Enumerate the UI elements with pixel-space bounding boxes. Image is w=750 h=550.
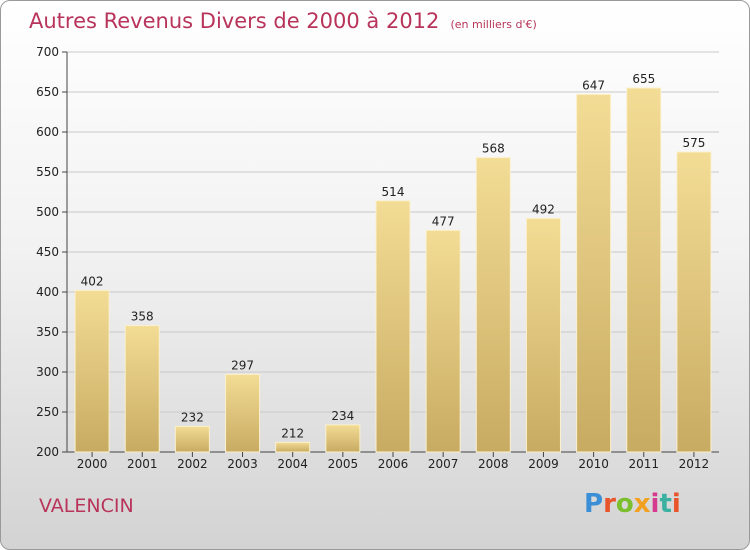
bar [325,424,361,453]
data-label: 212 [281,426,304,440]
chart-title-main: Autres Revenus Divers de 2000 à 2012 [29,9,440,33]
chart-title-unit: (en milliers d'€) [450,18,537,31]
bar [425,229,461,453]
bar [676,151,712,453]
y-tick-label: 400 [36,285,59,299]
x-tick-label: 2009 [528,457,559,471]
y-tick-label: 700 [36,45,59,59]
x-tick-label: 2010 [578,457,609,471]
logo-letter: i [671,489,681,519]
data-label: 514 [382,185,405,199]
data-label: 647 [582,78,605,92]
y-tick-label: 550 [36,165,59,179]
logo-letter: o [615,489,634,519]
y-tick-label: 200 [36,445,59,459]
data-label: 477 [432,214,455,228]
data-label: 568 [482,142,505,156]
bar [225,373,261,453]
bar [525,217,561,453]
y-tick-label: 450 [36,245,59,259]
data-label: 492 [532,202,555,216]
bar [576,93,612,453]
y-tick-label: 650 [36,85,59,99]
y-tick-label: 300 [36,365,59,379]
bar [375,200,411,453]
data-label: 358 [131,310,154,324]
bar [174,425,210,453]
x-tick-label: 2005 [328,457,359,471]
bar [475,157,511,453]
x-tick-label: 2001 [127,457,158,471]
y-tick-label: 250 [36,405,59,419]
chart-title: Autres Revenus Divers de 2000 à 2012 (en… [29,9,537,33]
data-label: 232 [181,410,204,424]
logo-letter: t [659,489,672,519]
x-tick-label: 2002 [177,457,208,471]
data-label: 575 [682,136,705,150]
commune-name: VALENCIN [39,495,134,517]
x-tick-label: 2008 [478,457,509,471]
data-label: 402 [81,274,104,288]
x-tick-label: 2003 [227,457,258,471]
logo-letter: x [633,489,651,519]
data-label: 297 [231,358,254,372]
bar [275,441,311,453]
logo-letter: i [650,489,660,519]
bar [626,87,662,453]
x-tick-label: 2012 [679,457,710,471]
data-label: 234 [331,409,354,423]
y-tick-label: 500 [36,205,59,219]
data-label: 655 [632,72,655,86]
x-tick-label: 2007 [428,457,459,471]
bar [124,325,160,453]
x-tick-label: 2004 [277,457,308,471]
y-tick-label: 600 [36,125,59,139]
x-tick-label: 2006 [378,457,409,471]
logo-letter: P [584,489,604,519]
bar [74,289,110,453]
logo-letter: r [603,489,616,519]
proxiti-logo: Proxiti [584,489,681,519]
x-tick-label: 2011 [628,457,659,471]
x-tick-label: 2000 [77,457,108,471]
y-tick-label: 350 [36,325,59,339]
